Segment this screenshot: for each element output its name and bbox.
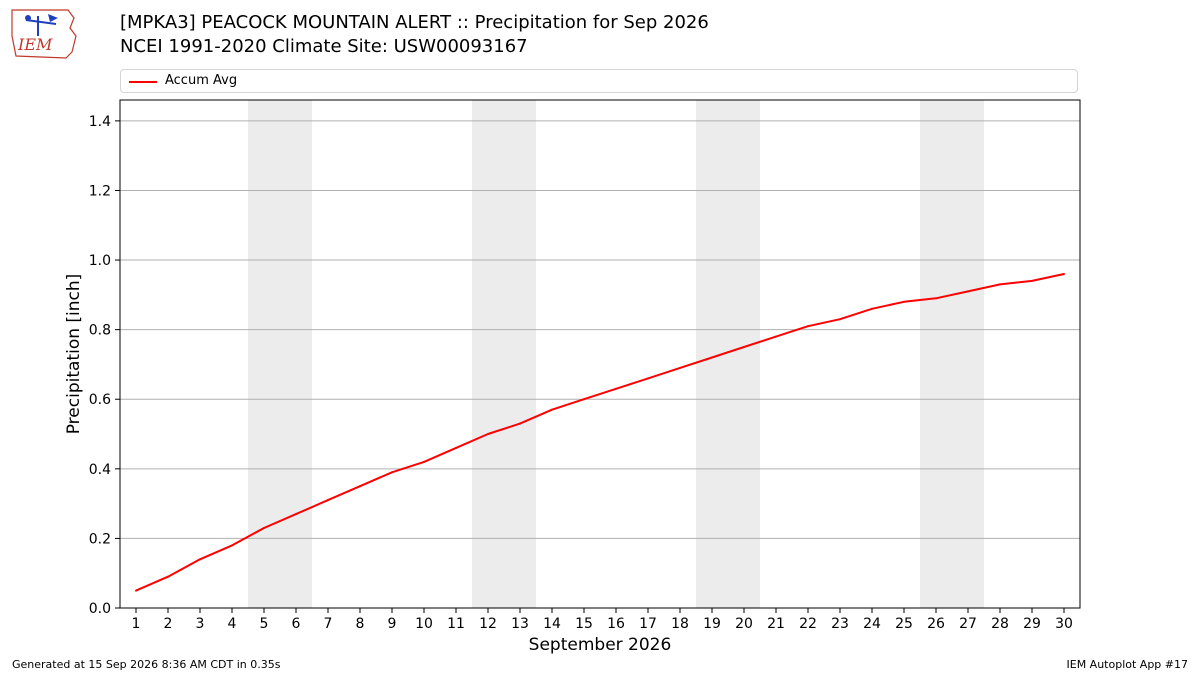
plot-frame [119,99,1081,609]
y-tick-label: 0.8 [89,323,111,339]
y-axis-label: Precipitation [inch] [64,274,84,435]
data-point-accum-avg [583,398,585,401]
data-point-accum-avg [903,300,905,303]
legend-swatch-accum-avg [129,81,157,83]
legend-label-accum-avg: Accum Avg [165,73,238,88]
y-tick-label: 0.0 [89,601,111,617]
x-tick-label: 25 [895,616,913,632]
x-tick-label: 14 [543,616,561,632]
x-tick-label: 5 [260,616,269,632]
data-point-accum-avg [1031,279,1033,282]
generated-timestamp: Generated at 15 Sep 2026 8:36 AM CDT in … [12,658,281,671]
x-tick-label: 21 [767,616,785,632]
data-point-accum-avg [263,526,265,529]
data-point-accum-avg [711,356,713,359]
data-point-accum-avg [967,290,969,293]
data-point-accum-avg [487,433,489,436]
x-tick-label: 27 [959,616,977,632]
weekend-band-3 [920,100,984,608]
chart-subtitle: NCEI 1991-2020 Climate Site: USW00093167 [120,36,528,57]
y-tick-label: 0.4 [89,462,111,478]
x-tick-label: 4 [228,616,237,632]
x-tick-label: 10 [415,616,433,632]
x-tick-label: 6 [292,616,301,632]
x-tick-label: 3 [196,616,205,632]
y-tick-label: 0.6 [89,392,111,408]
x-tick-label: 19 [703,616,721,632]
weekend-band-1 [472,100,536,608]
data-point-accum-avg [519,422,521,425]
data-point-accum-avg [775,335,777,338]
x-tick-label: 1 [132,616,141,632]
data-point-accum-avg [871,307,873,310]
data-point-accum-avg [295,513,297,516]
x-tick-label: 30 [1055,616,1073,632]
chart-title: [MPKA3] PEACOCK MOUNTAIN ALERT :: Precip… [120,12,709,33]
data-point-accum-avg [135,589,137,592]
app-credit: IEM Autoplot App #17 [1066,658,1189,671]
data-point-accum-avg [807,325,809,328]
data-point-accum-avg [743,346,745,349]
svg-text:IEM: IEM [17,35,53,54]
iem-logo: IEM [11,9,77,59]
data-point-accum-avg [359,485,361,488]
x-tick-label: 24 [863,616,881,632]
y-tick-label: 1.2 [89,183,111,199]
series-line-accum-avg [135,273,1065,592]
x-axis-label: September 2026 [529,635,672,655]
data-point-accum-avg [455,446,457,449]
x-tick-label: 28 [991,616,1009,632]
weekend-band-0 [248,100,312,608]
y-tick-label: 1.4 [89,114,111,130]
x-tick-label: 12 [479,616,497,632]
data-point-accum-avg [999,283,1001,286]
data-point-accum-avg [167,575,169,578]
data-point-accum-avg [615,387,617,390]
x-tick-label: 16 [607,616,625,632]
data-point-accum-avg [231,544,233,547]
x-tick-label: 20 [735,616,753,632]
x-tick-label: 7 [324,616,333,632]
y-tick-label: 1.0 [89,253,111,269]
x-tick-label: 13 [511,616,529,632]
x-tick-label: 15 [575,616,593,632]
y-tick-label: 0.2 [89,531,111,547]
data-point-accum-avg [391,471,393,474]
legend: Accum Avg [120,69,1078,93]
x-tick-label: 9 [388,616,397,632]
data-point-accum-avg [327,499,329,502]
data-point-accum-avg [551,408,553,411]
data-point-accum-avg [423,460,425,463]
x-tick-label: 26 [927,616,945,632]
x-tick-label: 23 [831,616,849,632]
x-tick-label: 2 [164,616,173,632]
data-point-accum-avg [647,377,649,380]
x-tick-label: 17 [639,616,657,632]
x-tick-label: 8 [356,616,365,632]
x-tick-label: 22 [799,616,817,632]
data-point-accum-avg [935,297,937,300]
data-point-accum-avg [1063,272,1065,275]
x-tick-label: 11 [447,616,465,632]
data-point-accum-avg [679,366,681,369]
x-tick-label: 29 [1023,616,1041,632]
weekend-band-2 [696,100,760,608]
data-point-accum-avg [199,558,201,561]
data-point-accum-avg [839,318,841,321]
x-tick-label: 18 [671,616,689,632]
